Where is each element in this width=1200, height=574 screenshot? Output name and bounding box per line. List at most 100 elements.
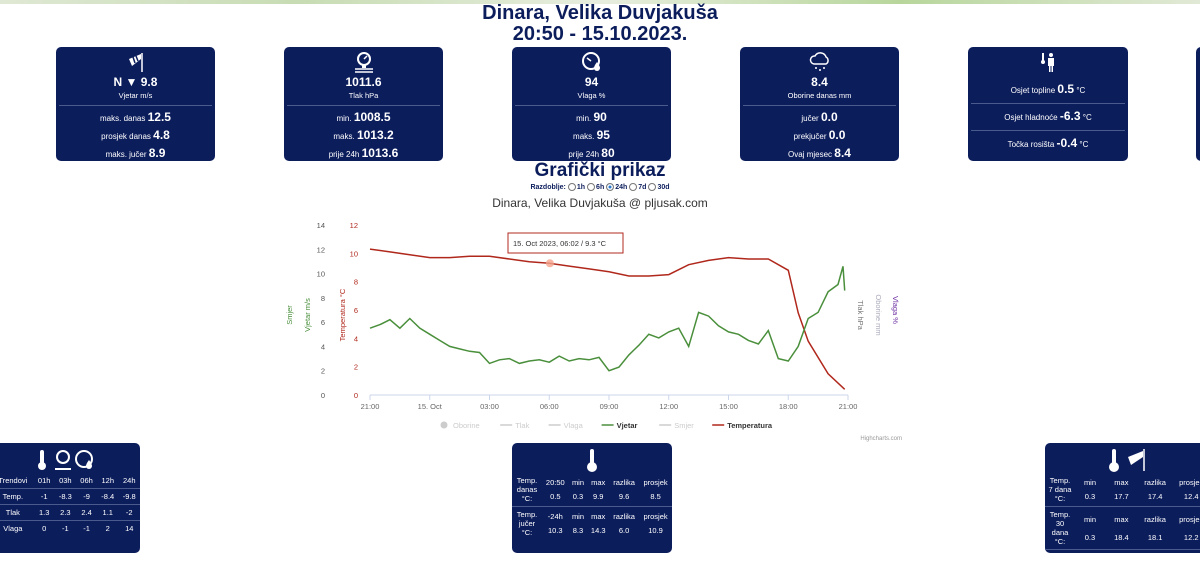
table-cell: 9.9 xyxy=(587,489,609,506)
table-cell: max xyxy=(587,473,609,489)
table-cell: 12h xyxy=(97,473,118,489)
legend-item-temperatura[interactable]: Temperatura xyxy=(727,421,773,430)
table-cell: 10.9 xyxy=(639,524,672,540)
temp-axis-tick: 6 xyxy=(354,306,358,315)
table-cell: 18.1 xyxy=(1138,528,1173,550)
wind-axis-tick: 2 xyxy=(321,367,325,376)
table-cell: Temp. jučer °C: xyxy=(512,507,542,541)
wind-axis-tick: 12 xyxy=(317,245,325,254)
table-cell: 14.3 xyxy=(587,524,609,540)
table-cell: 20:50 xyxy=(542,473,569,489)
tooltip-text: 15. Oct 2023, 06:02 / 9.3 °C xyxy=(513,239,607,248)
x-tick-label: 09:00 xyxy=(600,402,619,411)
legend-symbol xyxy=(441,422,448,429)
direction-axis-title: Smjer xyxy=(285,305,294,325)
table-cell: razlika xyxy=(1138,473,1173,489)
table-cell: 1.3 xyxy=(34,505,55,521)
legend-item-vjetar[interactable]: Vjetar xyxy=(617,421,638,430)
humidity-axis-title: Vlaga % xyxy=(891,296,900,324)
table-cell: min xyxy=(569,473,588,489)
longterm-table: Temp. 7 dana °C:minmaxrazlikaprosjek0.31… xyxy=(1045,473,1200,574)
table-cell: 2 xyxy=(97,521,118,537)
x-tick-label: 06:00 xyxy=(540,402,559,411)
table-cell: Vlaga xyxy=(0,521,34,537)
highcharts-credits: Highcharts.com xyxy=(860,436,902,442)
table-cell: -9 xyxy=(76,489,97,505)
table-cell: -1 xyxy=(76,521,97,537)
table-cell: Temp. xyxy=(0,489,34,505)
table-cell: razlika xyxy=(609,507,639,524)
table-cell: 0.3 xyxy=(1075,528,1105,550)
table-cell: 17.4 xyxy=(1138,489,1173,506)
legend-item-smjer[interactable]: Smjer xyxy=(674,421,694,430)
table-cell: Temp. 30 dana °C: xyxy=(1045,507,1075,550)
table-cell: 06h xyxy=(76,473,97,489)
table-cell: Trendovi xyxy=(0,473,34,489)
table-cell: max xyxy=(587,507,609,524)
longterm-card: Temp. 7 dana °C:minmaxrazlikaprosjek0.31… xyxy=(1045,443,1200,553)
table-cell: prosjek xyxy=(1172,473,1200,489)
table-cell: 2.3 xyxy=(55,505,76,521)
temp-axis-tick: 2 xyxy=(354,363,358,372)
table-cell: 12.2 xyxy=(1172,528,1200,550)
table-row: Temp.-1-8.3-9-8.4-9.8 xyxy=(0,489,140,505)
table-cell: min xyxy=(1075,473,1105,489)
wind-axis-tick: 0 xyxy=(321,391,325,400)
temp-axis-tick: 8 xyxy=(354,278,358,287)
table-cell: 24h xyxy=(118,473,140,489)
x-tick-label: 03:00 xyxy=(480,402,499,411)
x-tick-label: 12:00 xyxy=(659,402,678,411)
wind-axis-tick: 8 xyxy=(321,294,325,303)
legend-item-oborine[interactable]: Oborine xyxy=(453,421,480,430)
temp-axis-tick: 4 xyxy=(354,334,358,343)
legend-item-tlak[interactable]: Tlak xyxy=(515,421,529,430)
table-cell: -9.8 xyxy=(118,489,140,505)
x-tick-label: 21:00 xyxy=(361,402,380,411)
pressure-axis-title: Tlak hPa xyxy=(856,300,865,330)
trend-icons xyxy=(0,447,140,473)
table-cell: 17.7 xyxy=(1105,489,1138,506)
temp-axis-title: Temperatura °C xyxy=(338,288,347,341)
table-cell: -1 xyxy=(34,489,55,505)
table-cell: 1.1 xyxy=(97,505,118,521)
temp-axis-tick: 12 xyxy=(350,221,358,230)
table-cell: -24h xyxy=(542,507,569,524)
x-tick-label: 21:00 xyxy=(839,402,858,411)
table-cell: min xyxy=(1075,507,1105,529)
table-cell: Temp. danas °C: xyxy=(512,473,542,507)
table-cell: 4.6 xyxy=(1172,562,1200,574)
table-cell: 9.6 xyxy=(609,489,639,506)
table-cell: prosjek xyxy=(639,473,672,489)
table-cell: 0.3 xyxy=(569,489,588,506)
table-cell: -1 xyxy=(55,521,76,537)
table-cell: 12.4 xyxy=(1172,489,1200,506)
table-cell: 03h xyxy=(55,473,76,489)
table-cell: 2.4 xyxy=(76,505,97,521)
table-cell: 0.5 xyxy=(542,489,569,506)
table-cell: 0.3 xyxy=(1075,489,1105,506)
series-line-vjetar xyxy=(370,266,845,370)
table-cell: min xyxy=(569,507,588,524)
wind-axis-tick: 14 xyxy=(317,221,325,230)
wind-axis-tick: 4 xyxy=(321,342,325,351)
table-cell: 0 xyxy=(34,521,55,537)
x-tick-label: 15. Oct xyxy=(418,402,443,411)
table-cell: 6.0 xyxy=(609,524,639,540)
legend-item-vlaga[interactable]: Vlaga xyxy=(564,421,584,430)
table-cell: 13.9 xyxy=(1138,562,1173,574)
thermometer-icon xyxy=(512,447,672,473)
table-cell: 12.5 xyxy=(1075,562,1105,574)
table-cell: razlika xyxy=(1138,507,1173,529)
wind-axis-title: Vjetar m/s xyxy=(303,298,312,332)
wind-axis-tick: 6 xyxy=(321,318,325,327)
table-cell: prosjek xyxy=(639,507,672,524)
temp-axis-tick: 0 xyxy=(354,391,358,400)
